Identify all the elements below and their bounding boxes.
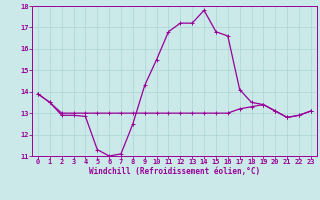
X-axis label: Windchill (Refroidissement éolien,°C): Windchill (Refroidissement éolien,°C) bbox=[89, 167, 260, 176]
